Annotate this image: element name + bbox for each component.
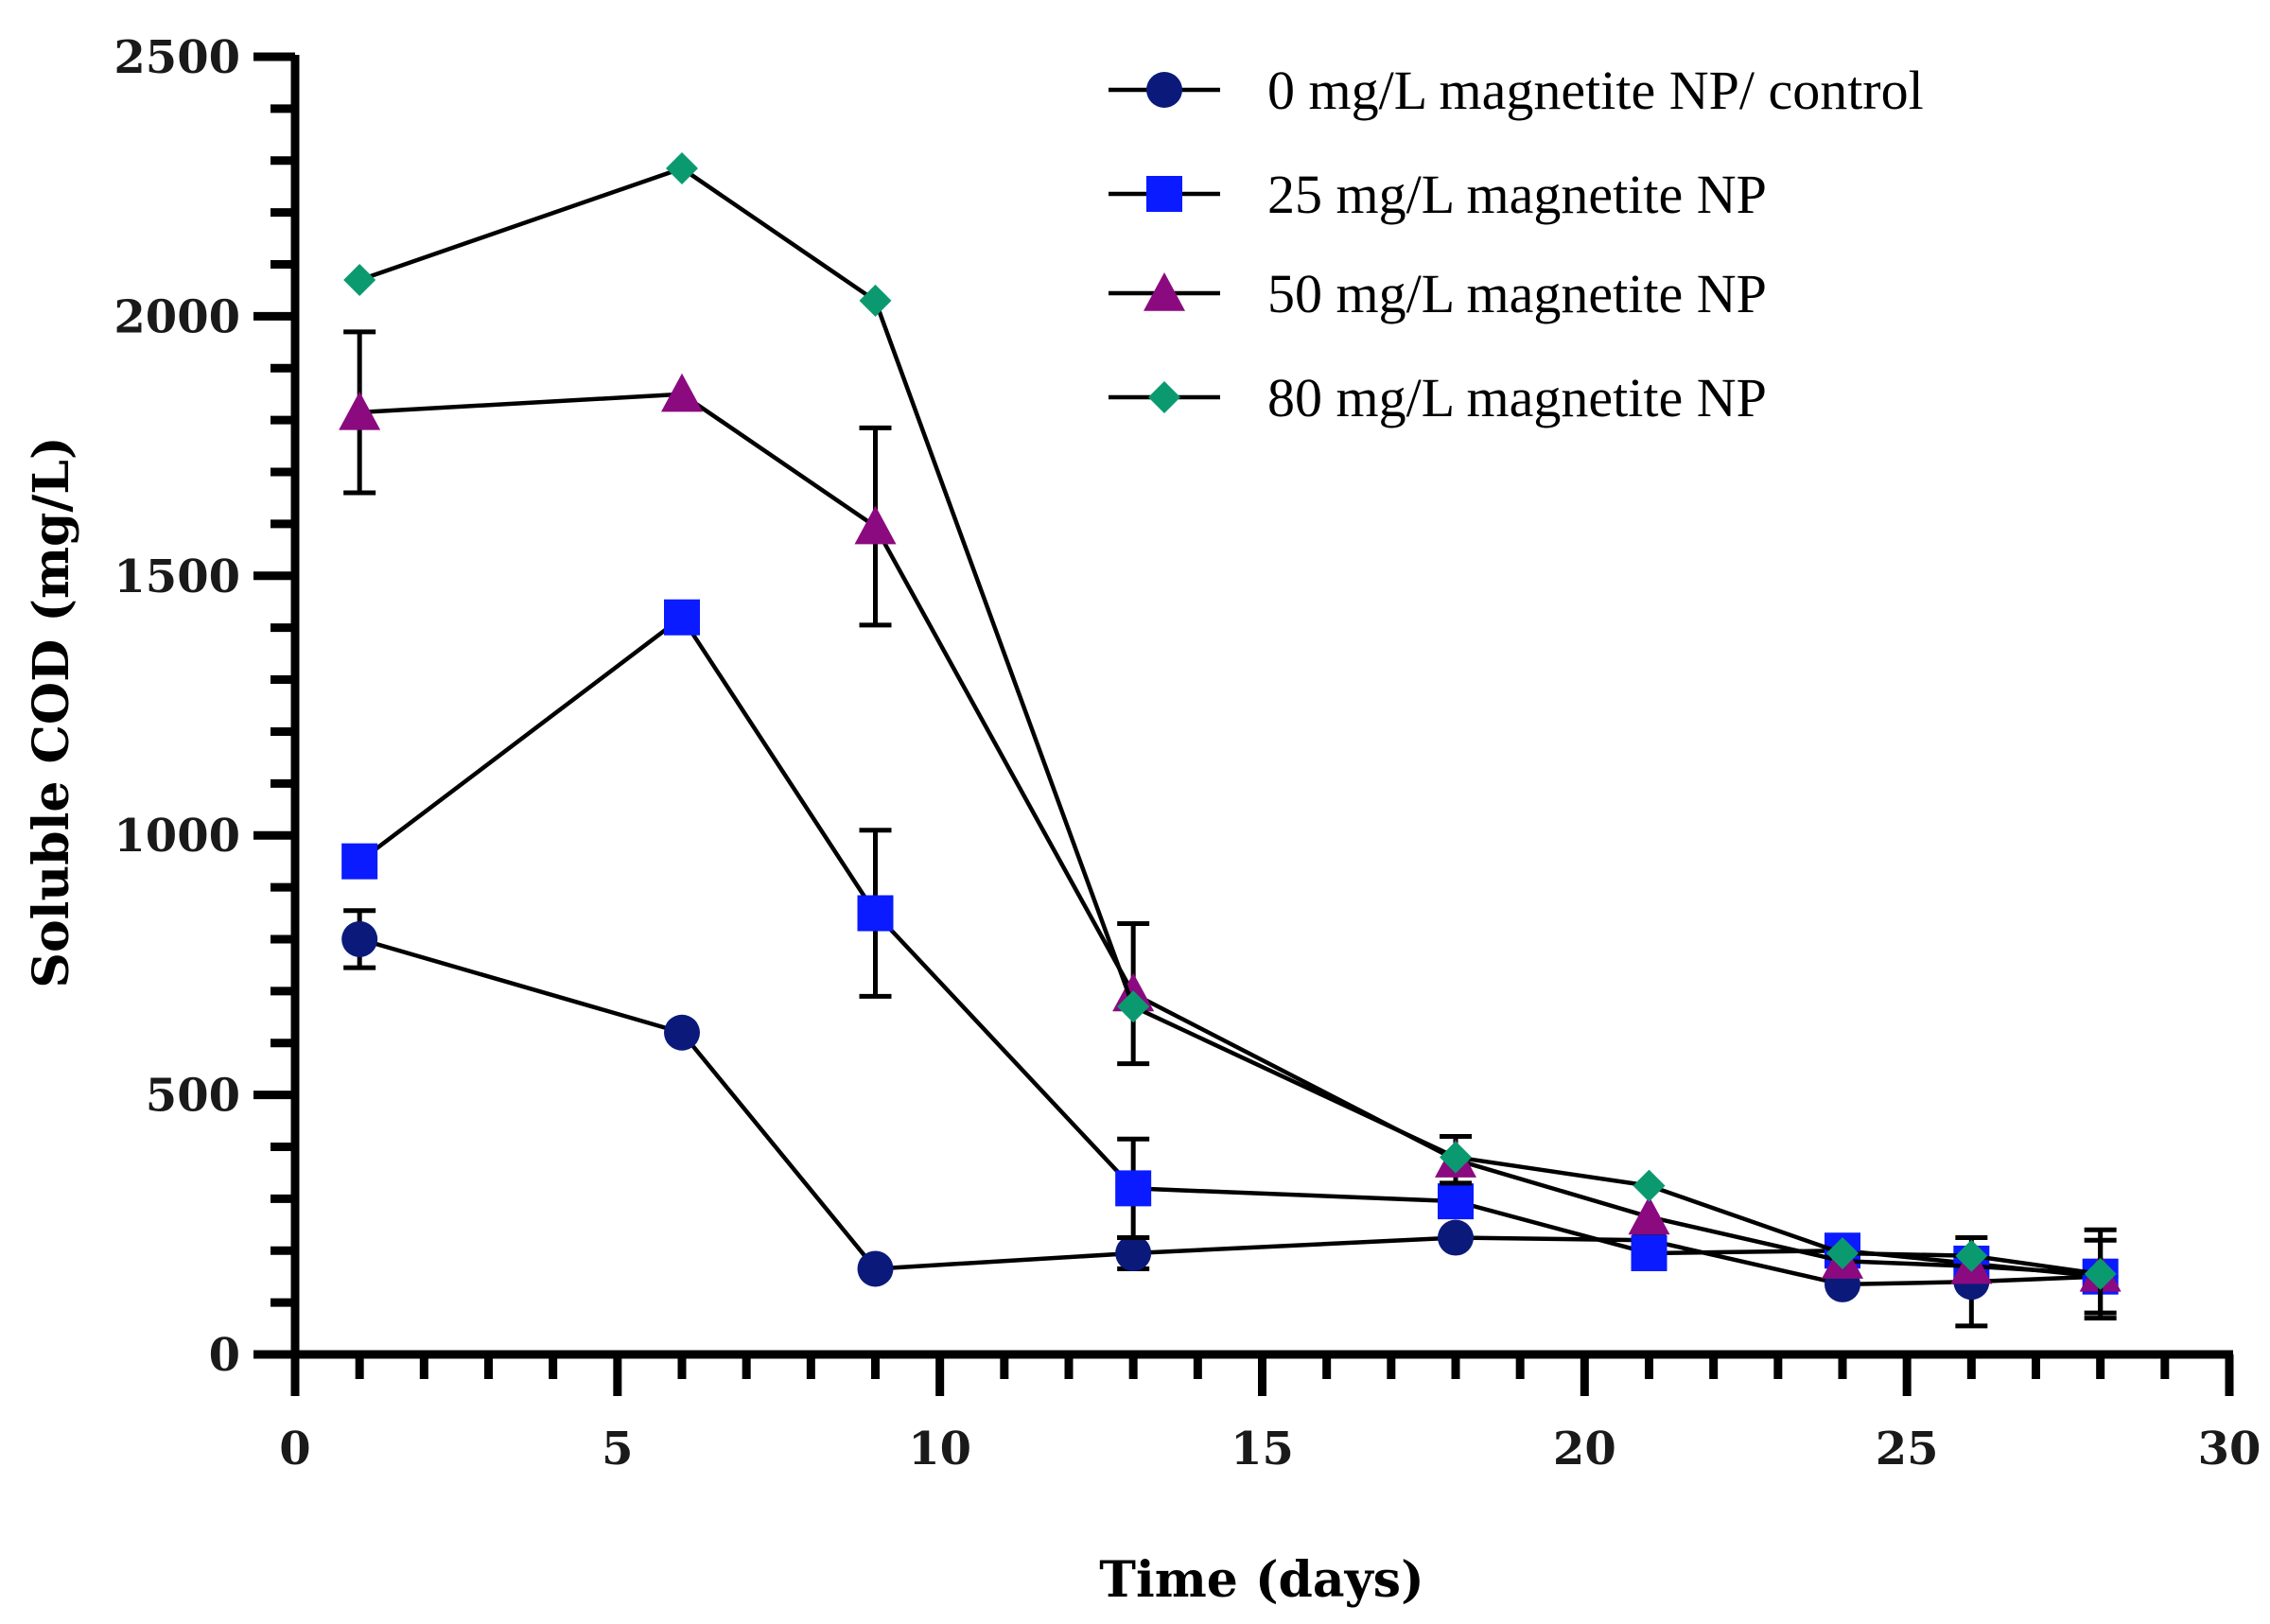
data-point (1955, 1239, 1988, 1272)
x-tick-label: 25 (1876, 1423, 1939, 1476)
data-point (859, 284, 892, 317)
data-point (341, 920, 378, 957)
data-point (854, 505, 897, 545)
legend-marker (1148, 381, 1180, 413)
data-point (341, 843, 378, 880)
x-tick-label: 30 (2198, 1423, 2261, 1476)
legend-entry: 25 mg/L magnetite NP (1109, 164, 1767, 225)
legend-entry: 50 mg/L magnetite NP (1109, 263, 1767, 324)
series-layer (339, 151, 2122, 1329)
data-point (339, 391, 381, 430)
legend-entry: 80 mg/L magnetite NP (1109, 367, 1767, 428)
legend: 0 mg/L magnetite NP/ control 25 mg/L magn… (1109, 60, 1924, 428)
data-point (666, 151, 698, 184)
x-tick-label: 20 (1553, 1423, 1616, 1476)
series-1 (341, 599, 2119, 1295)
legend-label: 0 mg/L magnetite NP/ control (1267, 60, 1924, 121)
series-line (358, 166, 2101, 1277)
legend-marker (1146, 72, 1182, 108)
data-point (857, 895, 894, 932)
data-point (1115, 1170, 1152, 1207)
series-line (358, 615, 2101, 1279)
x-axis-title: Time (days) (1099, 1551, 1423, 1609)
legend-label: 25 mg/L magnetite NP (1267, 164, 1767, 225)
data-point (857, 1250, 894, 1287)
data-point (1440, 1141, 1472, 1174)
legend-label: 50 mg/L magnetite NP (1267, 263, 1767, 324)
series-2 (339, 329, 2122, 1292)
data-point (1438, 1219, 1474, 1256)
data-point (1628, 1196, 1670, 1235)
tick-labels: 0 500 1000 1500 2000 2500 0 5 10 15 20 25 30 (114, 31, 2261, 1476)
y-tick-label: 500 (146, 1070, 240, 1123)
data-point (1633, 1169, 1666, 1202)
x-tick-label: 5 (602, 1423, 633, 1476)
y-tick-label: 1500 (114, 550, 240, 603)
data-point (1115, 1234, 1152, 1271)
x-tick-label: 15 (1231, 1423, 1294, 1476)
x-tick-label: 0 (279, 1423, 310, 1476)
data-point (343, 263, 376, 296)
data-point (1438, 1183, 1474, 1220)
x-tick-label: 10 (908, 1423, 971, 1476)
data-point (664, 599, 700, 636)
legend-entry: 0 mg/L magnetite NP/ control (1109, 60, 1924, 121)
legend-marker (1146, 176, 1182, 212)
y-tick-label: 2500 (114, 31, 240, 84)
data-point (1826, 1236, 1859, 1269)
series-line (358, 936, 2101, 1287)
y-axis-title: Soluble COD (mg/L) (23, 436, 80, 987)
series-line (359, 392, 2101, 1277)
data-point (1631, 1234, 1668, 1271)
axes (290, 55, 2233, 1359)
series-3 (343, 151, 2117, 1321)
data-point (2084, 1257, 2117, 1290)
data-point (661, 373, 703, 412)
y-tick-label: 1000 (114, 810, 240, 863)
legend-label: 80 mg/L magnetite NP (1267, 367, 1767, 428)
y-tick-label: 2000 (114, 290, 240, 343)
legend-marker (1144, 272, 1185, 311)
minor-ticks (253, 52, 2234, 1396)
data-point (664, 1014, 700, 1051)
data-point (1117, 990, 1150, 1023)
y-tick-label: 0 (209, 1329, 240, 1382)
